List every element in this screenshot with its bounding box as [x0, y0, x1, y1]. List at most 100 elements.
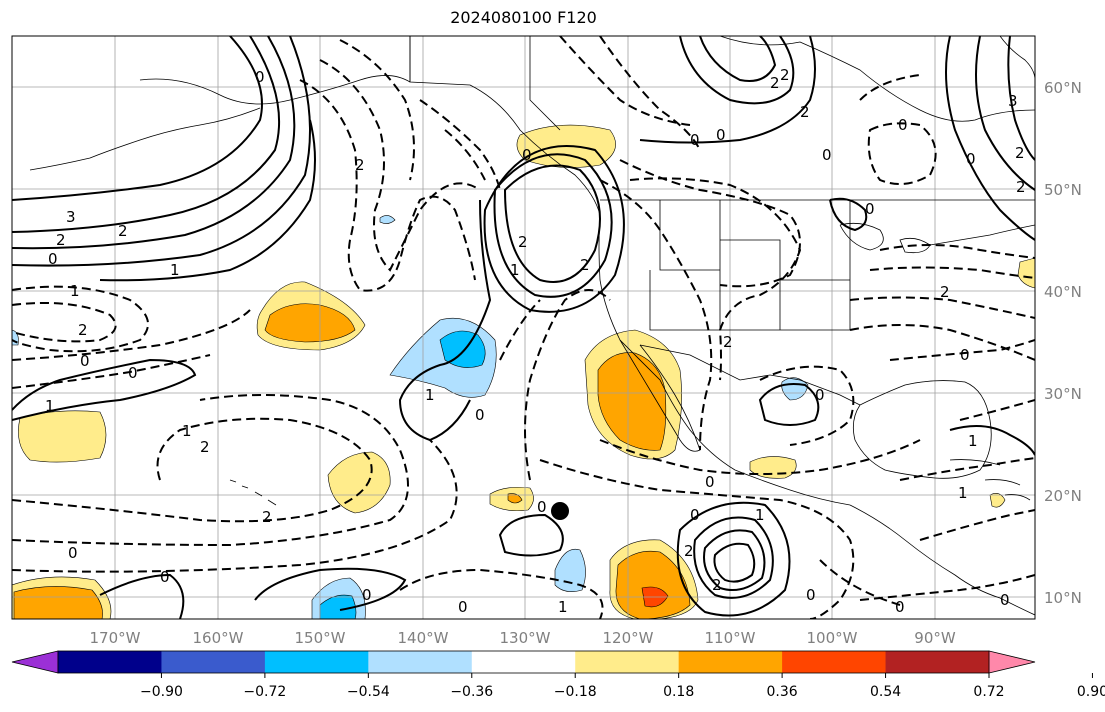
- colorbar-segment: [678, 651, 783, 673]
- colorbar-segment: [264, 651, 369, 673]
- coastlines: [29, 36, 1035, 616]
- lat-label: 50°N: [1044, 181, 1082, 199]
- colorbar: −0.90 −0.72 −0.54 −0.36 −0.18 0.18 0.36 0.54 0.7…: [11, 650, 1105, 700]
- contour-label: 0: [690, 506, 700, 524]
- lon-label: 130°W: [500, 629, 551, 647]
- dashed-contours: [12, 36, 1035, 619]
- colorbar-segment: [161, 651, 266, 673]
- lon-label: 90°W: [914, 629, 956, 647]
- contour-label: 0: [895, 598, 905, 616]
- contour-label: 2: [200, 438, 210, 456]
- colorbar-tick-label: 0.18: [663, 684, 694, 700]
- positive-anomaly-area: [507, 493, 523, 504]
- longitude-labels: 170°W 160°W 150°W 140°W 130°W 120°W 110°…: [90, 629, 956, 647]
- contour-label: 0: [68, 544, 78, 562]
- positive-anomaly-area: [597, 352, 667, 451]
- contour-label: 2: [355, 156, 365, 174]
- contour-label: 0: [716, 126, 726, 144]
- colorbar-segment: [368, 651, 473, 673]
- contour-label: 1: [45, 397, 55, 415]
- contour-label: 0: [48, 250, 58, 268]
- contour-label: 1: [182, 422, 192, 440]
- contour-label: 2: [712, 576, 722, 594]
- contour-label: 1: [510, 261, 520, 279]
- lat-label: 30°N: [1044, 385, 1082, 403]
- contour-label: 2: [684, 542, 694, 560]
- lat-label: 40°N: [1044, 283, 1082, 301]
- hawaii-islands: [229, 479, 277, 506]
- caribbean-islands: [949, 459, 1031, 501]
- contour-label: 1: [425, 386, 435, 404]
- contour-label: 0: [865, 200, 875, 218]
- positive-anomaly-area: [749, 456, 797, 479]
- colorbar-segment: [885, 651, 990, 673]
- contour-label: 0: [960, 346, 970, 364]
- contour-label: 2: [56, 231, 66, 249]
- colorbar-tick-label: −0.90: [140, 684, 183, 700]
- lon-label: 140°W: [398, 629, 449, 647]
- lat-label: 10°N: [1044, 589, 1082, 607]
- lon-label: 150°W: [295, 629, 346, 647]
- negative-anomaly-area: [319, 594, 357, 619]
- colorbar-tick-label: 0.54: [870, 684, 901, 700]
- colorbar-tick-label: 0.36: [767, 684, 798, 700]
- contour-label: 0: [458, 598, 468, 616]
- hudson-bay-coast: [719, 36, 1035, 122]
- contour-label: 1: [958, 484, 968, 502]
- colorbar-segment: [575, 651, 680, 673]
- contour-label: 0: [128, 364, 138, 382]
- contour-label: 0: [255, 68, 265, 86]
- colorbar-extend-low: [11, 650, 59, 674]
- contour-label: 3: [66, 208, 76, 226]
- positive-anomaly-area: [615, 551, 691, 619]
- colorbar-tick-label: 0.72: [973, 684, 1004, 700]
- contour-label: 2: [78, 321, 88, 339]
- contour-label: 2: [1015, 144, 1025, 162]
- negative-anomaly-area: [379, 215, 396, 224]
- contour-label: 2: [940, 283, 950, 301]
- colorbar-tick-label: −0.54: [347, 684, 390, 700]
- central-america-coast: [849, 504, 1035, 616]
- contour-label: 1: [968, 432, 978, 450]
- contour-label: 0: [690, 131, 700, 149]
- colorbar-tick-label: 0.90: [1077, 684, 1105, 700]
- solid-contours: [12, 36, 1035, 619]
- positive-anomaly-area: [989, 493, 1006, 508]
- contour-label: 2: [262, 508, 272, 526]
- contour-label: 0: [80, 352, 90, 370]
- contour-label: 0: [822, 146, 832, 164]
- contour-label: 0: [362, 586, 372, 604]
- contour-label: 0: [966, 150, 976, 168]
- lon-label: 100°W: [807, 629, 858, 647]
- greenland-coast: [999, 36, 1035, 81]
- map-field: 0 1 2 3 2 0 1 1 2 0 0 1 2 2 0 2 0 2 1 0 …: [12, 36, 1035, 619]
- negative-anomaly-area: [554, 548, 586, 592]
- contour-label: 2: [723, 333, 733, 351]
- contour-label: 0: [815, 386, 825, 404]
- positive-anomaly-area: [327, 451, 391, 514]
- contour-label: 2: [518, 233, 528, 251]
- contour-label: 0: [898, 116, 908, 134]
- lat-label: 20°N: [1044, 487, 1082, 505]
- map-title: 2024080100 F120: [450, 8, 597, 27]
- lon-label: 160°W: [193, 629, 244, 647]
- west-coast: [598, 214, 851, 506]
- east-coast: [929, 224, 1035, 246]
- latitude-labels: 60°N 50°N 40°N 30°N 20°N 10°N: [1044, 79, 1082, 607]
- contour-label: 2: [800, 103, 810, 121]
- contour-label: 2: [1016, 178, 1026, 196]
- contour-label: 1: [70, 282, 80, 300]
- positive-anomaly-area: [264, 303, 356, 343]
- contour-label: 1: [170, 261, 180, 279]
- baja-california: [619, 339, 701, 452]
- alaska-interior-border: [409, 36, 561, 131]
- contour-label: 2: [580, 256, 590, 274]
- gulf-of-mexico-coast: [852, 380, 992, 479]
- contour-labels: 0 1 2 3 2 0 1 1 2 0 0 1 2 2 0 2 0 2 1 0 …: [45, 66, 1026, 616]
- contour-label: 2: [780, 66, 790, 84]
- map-frame: [11, 35, 1036, 620]
- contour-label: 0: [522, 146, 532, 164]
- graticule: [12, 36, 1035, 619]
- alaska-coast: [409, 36, 601, 216]
- colorbar-tick-label: −0.18: [554, 684, 597, 700]
